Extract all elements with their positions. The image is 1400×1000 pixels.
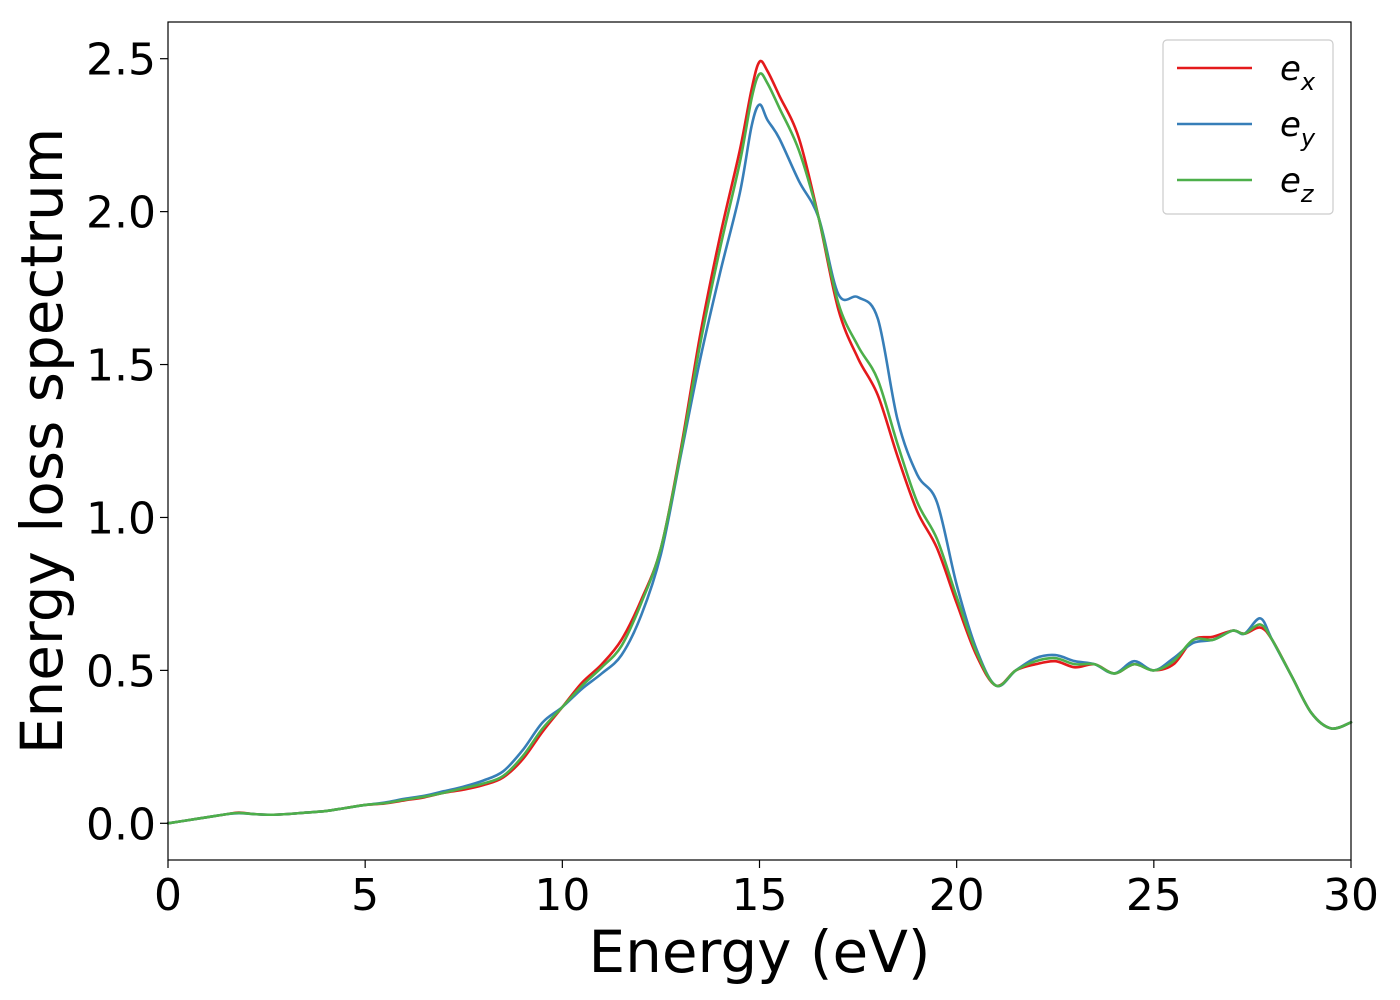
series-layer <box>166 59 1353 825</box>
x-tick-label: 0 <box>154 870 182 921</box>
legend-entry-ez: ez <box>1280 161 1315 208</box>
y-tick-label: 0.5 <box>86 646 156 697</box>
x-axis-label: Energy (eV) <box>588 918 930 986</box>
x-tick-label: 15 <box>732 870 788 921</box>
y-tick-label: 1.0 <box>86 493 156 544</box>
legend-box <box>1162 39 1334 215</box>
legend-entry-ey: ey <box>1280 105 1316 152</box>
legend-entry-subscript: z <box>1300 180 1315 208</box>
x-tick-label: 5 <box>351 870 379 921</box>
y-axis-ticks: 0.0 0.5 1.0 1.5 2.0 2.5 <box>86 35 168 850</box>
y-tick-label: 2.5 <box>86 35 156 86</box>
x-tick-label: 30 <box>1323 870 1379 921</box>
legend-entry-base: e <box>1280 105 1301 145</box>
x-tick-label: 10 <box>534 870 590 921</box>
series-line-ez <box>166 72 1353 825</box>
legend-entry-base: e <box>1280 161 1301 201</box>
legend-entry-subscript: y <box>1300 124 1316 152</box>
legend-entry-base: e <box>1280 49 1301 89</box>
legend-entry-subscript: x <box>1300 68 1316 96</box>
x-tick-label: 25 <box>1126 870 1182 921</box>
y-tick-label: 1.5 <box>86 341 156 392</box>
y-tick-label: 2.0 <box>86 188 156 239</box>
x-tick-label: 20 <box>929 870 985 921</box>
x-axis-ticks: 0 5 10 15 20 25 30 <box>154 860 1379 921</box>
y-axis-label: Energy loss spectrum <box>8 128 76 754</box>
y-tick-label: 0.0 <box>86 799 156 850</box>
legend-entry-ex: ex <box>1280 49 1316 96</box>
